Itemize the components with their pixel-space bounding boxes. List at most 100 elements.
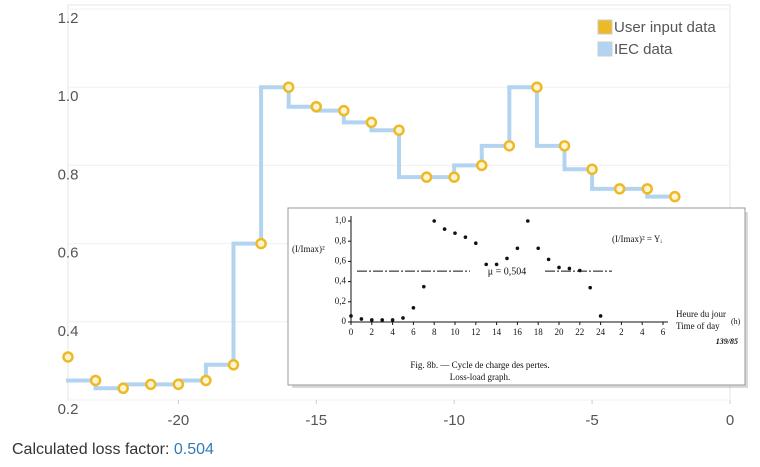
inset-point — [380, 318, 385, 322]
point — [531, 81, 543, 93]
inset-point — [557, 265, 561, 270]
inset-point — [578, 268, 582, 273]
x-tick-label: -15 — [305, 412, 327, 429]
inset-x-label: (h) — [731, 317, 741, 326]
point — [448, 171, 460, 183]
y-tick-label: 1.0 — [58, 88, 79, 105]
point — [310, 101, 322, 113]
inset-point — [536, 246, 540, 251]
point — [62, 351, 74, 363]
x-tick-label: -5 — [585, 412, 598, 429]
point — [503, 140, 516, 152]
inset-point — [567, 266, 572, 271]
point — [200, 374, 212, 387]
inset-x-tick-label: 2 — [370, 327, 375, 337]
point — [393, 124, 405, 136]
inset-x-tick-label: 10 — [451, 327, 461, 337]
inset-x-tick-label: 20 — [555, 327, 565, 337]
x-tick-label: 0 — [726, 412, 734, 429]
legend-label: User input data — [614, 19, 716, 36]
inset-y-tick-label: 0,6 — [335, 255, 347, 265]
point — [117, 382, 129, 395]
inset-point — [370, 318, 374, 322]
chart: 0.2 0.4 0.6 0.8 1.0 1.2 -20 -15 -10 -5 0 User inpu… — [58, 4, 748, 429]
inset-point — [494, 262, 499, 267]
inset-x-tick-label: 18 — [534, 327, 544, 337]
point — [282, 81, 295, 93]
legend: User input data IEC data — [597, 19, 716, 58]
inset-point — [401, 316, 405, 320]
x-tick-label: -20 — [167, 412, 189, 429]
inset-point — [546, 257, 551, 262]
inset-point — [598, 314, 603, 318]
inset-caption: Loss-load graph. — [450, 372, 511, 382]
inset-y-label: (I/Imax)² — [292, 244, 325, 254]
point — [669, 190, 681, 203]
inset-point — [588, 285, 592, 290]
inset-point — [442, 227, 447, 231]
point — [89, 374, 102, 387]
inset-point — [474, 241, 478, 246]
inset-x-tick-label: 4 — [640, 327, 645, 337]
inset-point — [432, 219, 437, 223]
inset-x-tick-label: 0 — [349, 327, 354, 337]
loss-label: Calculated loss factor: — [12, 441, 170, 458]
inset-x-tick-label: 14 — [492, 327, 502, 337]
inset-right-label: (I/Imax)² = Yᵢ — [612, 234, 662, 244]
legend-swatch — [597, 19, 613, 35]
inset-x-tick-label: 22 — [575, 327, 584, 337]
point — [420, 171, 433, 183]
mean-label: μ = 0,504 — [488, 266, 527, 277]
legend-label: IEC data — [614, 41, 673, 58]
inset-point — [453, 231, 457, 235]
loss-value: 0.504 — [173, 441, 214, 458]
inset-point — [422, 284, 426, 289]
point — [227, 359, 240, 371]
inset-point — [463, 235, 468, 239]
legend-swatch — [597, 41, 613, 57]
inset-y-tick-label: 0,4 — [335, 276, 347, 286]
inset-point — [526, 219, 530, 223]
point — [172, 378, 185, 391]
inset-x-label: Time of day — [676, 321, 720, 331]
point — [476, 159, 488, 172]
point — [558, 140, 571, 152]
point — [145, 378, 157, 391]
main-plot: 0.2 0.4 0.6 0.8 1.0 1.2 -20 -15 -10 -5 0 — [58, 4, 734, 429]
inset-point — [484, 262, 489, 267]
point — [338, 104, 350, 117]
inset-point — [390, 318, 395, 322]
point — [641, 183, 653, 195]
point — [365, 116, 378, 129]
inset-y-tick-label: 1,0 — [335, 215, 347, 225]
inset-x-tick-label: 12 — [471, 327, 480, 337]
x-tick-label: -10 — [443, 412, 465, 429]
inset-x-label: Heure du jour — [676, 309, 726, 319]
inset-x-tick-label: 16 — [513, 327, 523, 337]
inset-y-tick-label: 0 — [342, 316, 347, 326]
inset-figure: 00,20,40,60,81,00 2 4 6 8 10 12 14 16 18 20 22 24 2 4 6… — [287, 207, 748, 388]
inset-x-tick-label: 24 — [596, 327, 606, 337]
inset-x-tick-label: 8 — [432, 327, 437, 337]
point — [586, 163, 598, 176]
inset-x-tick-label: 6 — [411, 327, 416, 337]
y-tick-label: 0.4 — [58, 323, 79, 340]
inset-y-tick-label: 0,2 — [335, 296, 346, 306]
inset-frame — [287, 207, 746, 386]
inset-point — [411, 306, 416, 310]
inset-x-tick-label: 2 — [619, 327, 624, 337]
inset-x-tick-label: 4 — [390, 327, 395, 337]
inset-code: 139/85 — [716, 337, 738, 346]
y-tick-label: 0.6 — [58, 245, 79, 262]
point — [255, 237, 267, 250]
inset-caption: Fig. 8b. — Cycle de charge des pertes. — [410, 360, 549, 370]
inset-point — [505, 256, 509, 261]
inset-y-tick-label: 0,8 — [335, 235, 347, 245]
inset-x-tick-label: 6 — [661, 327, 666, 337]
y-tick-label: 0.8 — [58, 166, 79, 183]
inset-point — [349, 314, 353, 318]
inset-point — [359, 317, 364, 321]
inset-point — [515, 246, 520, 251]
point — [613, 183, 626, 195]
